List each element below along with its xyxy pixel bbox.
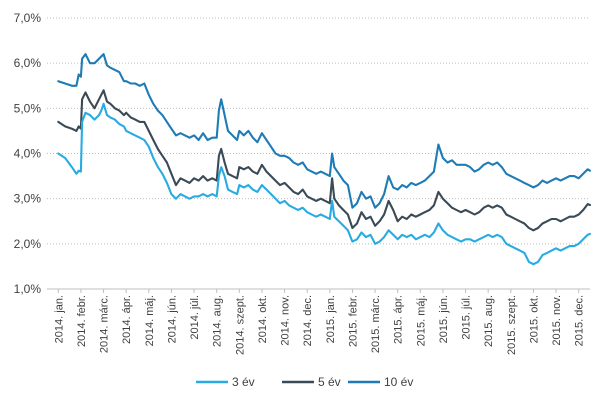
- x-tick-label: 2015. ápr.: [393, 295, 405, 344]
- x-tick-label: 2015. dec.: [574, 295, 586, 346]
- y-tick-label: 3,0%: [14, 192, 42, 206]
- legend: 3 év 5 év 10 év: [196, 375, 413, 389]
- x-tick-label: 2015. máj.: [415, 295, 427, 346]
- y-tick-label: 1,0%: [14, 282, 42, 296]
- x-tick-label: 2014. dec.: [302, 295, 314, 346]
- x-tick-label: 2015. júl.: [461, 295, 473, 340]
- x-tick-label: 2015. jan.: [325, 295, 337, 343]
- x-tick-label: 2015. márc.: [370, 295, 382, 353]
- x-tick-label: 2014. febr.: [76, 295, 88, 347]
- x-tick-label: 2014. júl.: [189, 295, 201, 340]
- y-tick-label: 7,0%: [14, 11, 42, 25]
- x-tick-label: 2014. szept.: [234, 295, 246, 355]
- series-line-2: [57, 89, 592, 232]
- x-tick-label: 2014. aug.: [212, 295, 224, 347]
- x-tick-label: 2014. jan.: [53, 295, 65, 343]
- x-tick-label: 2014. jún.: [166, 295, 178, 343]
- x-tick-label: 2014. okt.: [257, 295, 269, 343]
- x-axis: 2014. jan. 2014. febr. 2014. márc. 2014. áp…: [53, 289, 586, 355]
- x-tick-label: 2014. ápr.: [121, 295, 133, 344]
- grid: [47, 17, 590, 290]
- x-tick-label: 2014. márc.: [99, 295, 111, 353]
- y-tick-label: 6,0%: [14, 56, 42, 70]
- y-tick-label: 4,0%: [14, 147, 42, 161]
- y-tick-label: 2,0%: [14, 237, 42, 251]
- x-tick-label: 2014. máj.: [144, 295, 156, 346]
- x-tick-label: 2015. aug.: [483, 295, 495, 347]
- series-lines: [57, 53, 592, 266]
- x-tick-label: 2015. jún.: [438, 295, 450, 343]
- legend-label: 5 év: [318, 375, 341, 389]
- x-tick-label: 2014. nov.: [280, 295, 292, 346]
- x-tick-label: 2015. nov.: [551, 295, 563, 346]
- y-tick-label: 5,0%: [14, 101, 42, 115]
- legend-label: 3 év: [232, 375, 255, 389]
- x-tick-label: 2015. szept.: [506, 295, 518, 355]
- y-axis: 1,0% 2,0% 3,0% 4,0% 5,0% 6,0% 7,0%: [14, 11, 42, 296]
- legend-label: 10 év: [384, 375, 413, 389]
- series-line-3: [57, 53, 592, 209]
- series-line-1: [57, 102, 592, 266]
- x-tick-label: 2015. febr.: [347, 295, 359, 347]
- x-tick-label: 2015. okt.: [528, 295, 540, 343]
